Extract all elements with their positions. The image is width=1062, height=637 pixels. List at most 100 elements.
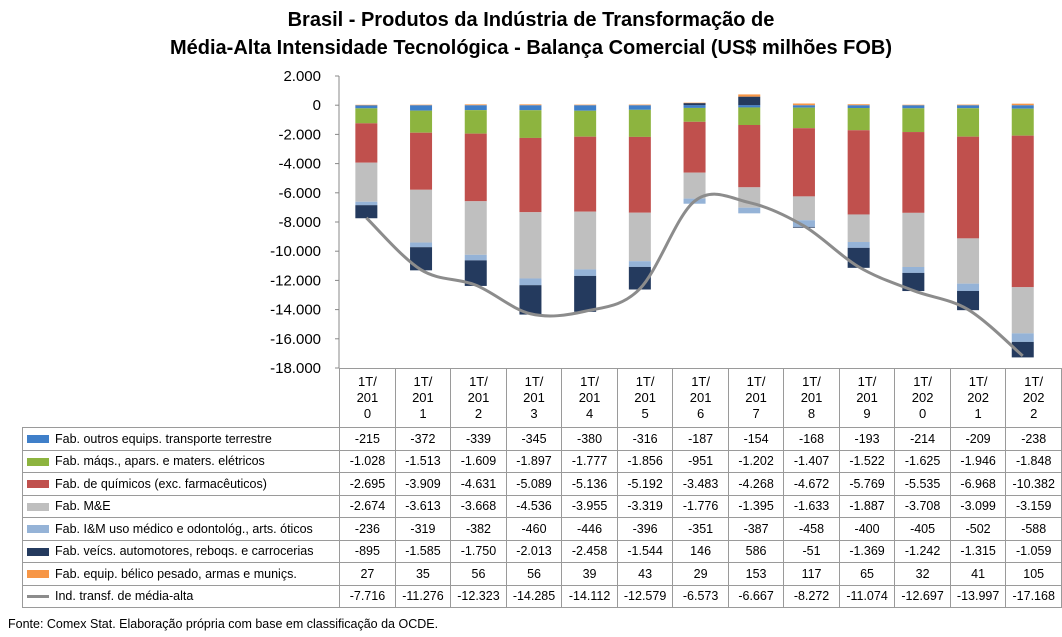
bar-fab-m-e (792, 196, 815, 221)
data-label: -1.633 (783, 494, 840, 518)
bar-fab-maqs-apars-e-maters-eletricos (410, 110, 433, 133)
data-label: 146 (672, 539, 729, 563)
category-label-part: 201 (634, 390, 656, 405)
data-label: -4.631 (450, 472, 507, 496)
data-label: -3.613 (394, 494, 452, 518)
source-note: Fonte: Comex Stat. Elaboração própria co… (8, 617, 439, 631)
table-row: Fab. veícs. automotores, reboqs. e carro… (21, 539, 1062, 563)
bar-fab-i-m-uso-medico-e-odontolog-arts-oticos (519, 278, 542, 286)
y-tick-label: -12.000 (270, 272, 321, 289)
y-tick-label: 2.000 (283, 68, 321, 85)
legend-entry-fab-maqs-apars-e-maters-eletricos: Fab. máqs., apars. e maters. elétricos (21, 449, 341, 473)
data-label: -209 (949, 427, 1007, 451)
data-label: -1.242 (894, 539, 951, 563)
data-label: -345 (505, 427, 563, 451)
legend-entry-fab-m-e: Fab. M&E (21, 494, 341, 518)
data-label: 29 (672, 562, 729, 586)
bar-fab-de-quimicos-exc-farmaceuticos (902, 132, 925, 213)
category-label: 1T/202 0 (894, 368, 951, 428)
category-label-part: 202 (911, 390, 934, 405)
bar-fab-i-m-uso-medico-e-odontolog-arts-oticos (738, 207, 761, 214)
bar-fab-veics-automotores-reboqs-e-carrocerias (957, 290, 980, 311)
category-label-part: 1T/ (580, 374, 599, 389)
data-label: -1.059 (1005, 539, 1062, 563)
data-label: -351 (672, 517, 729, 541)
bar-fab-outros-equips-transporte-terrestre (574, 105, 597, 111)
bar-fab-maqs-apars-e-maters-eletricos (1011, 108, 1034, 136)
legend-label: Fab. I&M uso médico e odontológ., arts. … (55, 521, 313, 536)
data-label: -6.968 (949, 472, 1007, 496)
data-label: -1.946 (949, 449, 1007, 473)
y-tick-label: -6.000 (278, 185, 321, 202)
data-label: -895 (339, 539, 396, 563)
data-label: -405 (894, 517, 951, 541)
bar-fab-outros-equips-transporte-terrestre (847, 105, 870, 109)
category-label-part: 3 (530, 406, 538, 421)
chart-title: Brasil - Produtos da Indústria de Transf… (0, 6, 1062, 62)
legend-label: Fab. M&E (55, 499, 111, 514)
data-label: -193 (838, 427, 896, 451)
category-label-part: 202 (1022, 390, 1045, 405)
bar-fab-veics-automotores-reboqs-e-carrocerias (519, 285, 542, 315)
data-label: -951 (672, 449, 729, 473)
legend-label: Fab. máqs., apars. e maters. elétricos (55, 454, 265, 469)
bar-fab-m-e (410, 189, 433, 243)
category-label: 1T/201 1 (394, 368, 452, 428)
line-series-area (365, 192, 1024, 357)
bar-fab-equip-belico-pesado-armas-e-munics (957, 104, 980, 106)
data-label: -2.695 (339, 472, 396, 496)
data-label: -460 (505, 517, 563, 541)
category-label-part: 8 (807, 406, 816, 421)
line-ind-transf-de-media-alta (365, 192, 1024, 357)
bar-fab-equip-belico-pesado-armas-e-munics (574, 104, 597, 106)
bar-fab-equip-belico-pesado-armas-e-munics (738, 94, 761, 97)
bar-fab-equip-belico-pesado-armas-e-munics (1011, 103, 1034, 106)
legend-swatch (27, 547, 49, 556)
bar-fab-veics-automotores-reboqs-e-carrocerias (410, 247, 433, 271)
data-label: -502 (949, 517, 1007, 541)
bar-fab-equip-belico-pesado-armas-e-munics (628, 104, 651, 106)
bar-fab-maqs-apars-e-maters-eletricos (628, 109, 651, 137)
data-label: -1.848 (1005, 449, 1062, 473)
legend-entry-fab-equip-belico-pesado-armas-e-munics: Fab. equip. bélico pesado, armas e muniç… (21, 562, 341, 586)
data-label: -154 (727, 427, 785, 451)
data-label: 153 (727, 562, 785, 586)
category-label-part: 202 (967, 390, 989, 405)
data-label: 43 (616, 562, 674, 586)
data-label: -1.776 (672, 494, 729, 518)
category-label-part: 201 (467, 390, 490, 405)
bar-fab-i-m-uso-medico-e-odontolog-arts-oticos (574, 269, 597, 276)
bar-fab-outros-equips-transporte-terrestre (902, 105, 925, 109)
legend-entry-ind-transf-de-media-alta: Ind. transf. de média-alta (21, 584, 341, 608)
data-label: 35 (394, 562, 452, 586)
data-label: 105 (1005, 562, 1062, 586)
data-label: -1.395 (727, 494, 785, 518)
data-table: 1T/201 0 1T/201 1 1T/201 2 1T/201 3 1T/201 4 1T/20… (21, 368, 1062, 608)
data-label: -5.136 (561, 472, 618, 496)
bar-fab-maqs-apars-e-maters-eletricos (683, 107, 706, 122)
bar-fab-de-quimicos-exc-farmaceuticos (957, 136, 980, 239)
category-label-part: 1T/ (358, 374, 377, 389)
data-label: -2.674 (339, 494, 396, 518)
data-label: -5.769 (838, 472, 896, 496)
data-label: -51 (783, 539, 840, 563)
table-row: Fab. M&E -2.674 -3.613 -3.668 -4.536 -3.955 -3… (21, 494, 1062, 518)
category-label: 1T/201 2 (450, 368, 507, 428)
bar-fab-i-m-uso-medico-e-odontolog-arts-oticos (628, 261, 651, 267)
legend-swatch (27, 570, 49, 579)
data-label: -187 (672, 427, 729, 451)
bar-fab-veics-automotores-reboqs-e-carrocerias (847, 247, 870, 268)
y-tick-label: -4.000 (278, 156, 321, 173)
category-label-part: 0 (363, 406, 372, 421)
bar-fab-equip-belico-pesado-armas-e-munics (792, 103, 815, 106)
bar-fab-outros-equips-transporte-terrestre (628, 105, 651, 110)
legend-label: Ind. transf. de média-alta (55, 589, 194, 604)
table-row: Fab. outros equips. transporte terrestre… (21, 427, 1062, 451)
legend-label: Fab. de químicos (exc. farmacêuticos) (55, 476, 267, 491)
category-label-part: 2 (474, 406, 483, 421)
data-label: -372 (394, 427, 452, 451)
table-row: Fab. de químicos (exc. farmacêuticos) -2.… (21, 472, 1062, 496)
bar-fab-outros-equips-transporte-terrestre (957, 105, 980, 109)
data-label: -4.672 (783, 472, 840, 496)
category-label-part: 1T/ (746, 374, 766, 389)
